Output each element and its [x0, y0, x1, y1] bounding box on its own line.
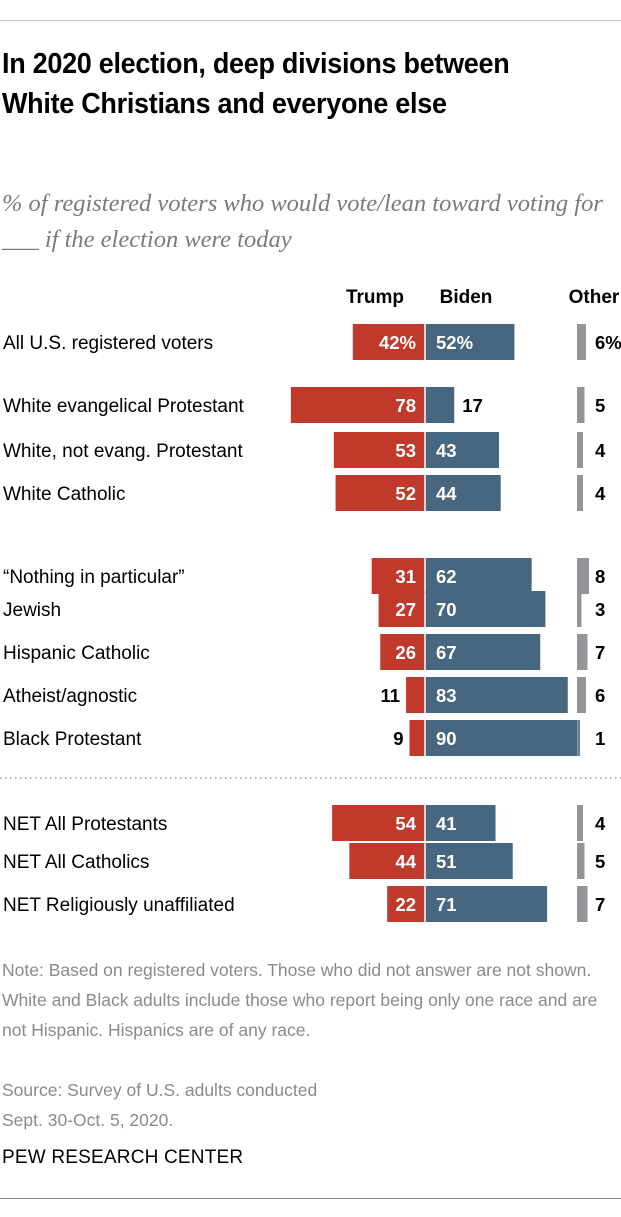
bar-biden: [425, 720, 580, 756]
brand-logotype: PEW RESEARCH CENTER: [2, 1147, 244, 1168]
legend-trump: Trump: [346, 287, 404, 308]
bar-biden: [425, 387, 455, 423]
value-label-other: 3: [595, 599, 605, 620]
row-label: Black Protestant: [3, 729, 142, 750]
row-label: Hispanic Catholic: [3, 643, 150, 664]
bar-trump: [406, 677, 425, 713]
row-label: Atheist/agnostic: [3, 686, 137, 707]
top-rule: [0, 20, 621, 21]
value-label-trump: 31: [395, 566, 416, 587]
value-label-other: 8: [595, 566, 605, 587]
value-label-biden: 44: [436, 483, 457, 504]
bar-biden: [425, 324, 515, 360]
diverging-bar-chart: Trump Biden Other All U.S. registered voter…: [0, 287, 621, 922]
bar-biden: [425, 886, 548, 922]
value-label-biden: 41: [436, 813, 457, 834]
value-label-other: 5: [595, 851, 605, 872]
bar-other: [577, 677, 586, 713]
value-label-biden: 71: [436, 894, 457, 915]
bar-biden: [425, 805, 496, 841]
value-label-biden: 62: [436, 566, 457, 587]
bar-trump: [387, 886, 425, 922]
bar-biden: [425, 634, 541, 670]
value-label-other: 7: [595, 894, 605, 915]
bar-other: [577, 805, 583, 841]
source-line-2: Sept. 30-Oct. 5, 2020.: [2, 1110, 174, 1130]
bar-biden: [425, 558, 532, 594]
bar-trump: [335, 475, 425, 511]
chart-title: In 2020 election, deep divisions between…: [2, 48, 510, 120]
row-label: White Catholic: [3, 484, 126, 505]
bar-other: [577, 720, 579, 756]
value-label-trump: 44: [395, 851, 416, 872]
row-label: White evangelical Protestant: [3, 396, 245, 417]
bar-trump: [352, 324, 425, 360]
value-label-biden: 70: [436, 599, 457, 620]
value-label-trump: 52: [395, 483, 416, 504]
bar-other: [577, 591, 582, 627]
bar-biden: [425, 677, 568, 713]
value-label-biden: 83: [436, 685, 457, 706]
chart-subtitle: % of registered voters who would vote/le…: [2, 190, 603, 253]
row-label: “Nothing in particular”: [3, 567, 185, 588]
value-label-other: 6: [595, 685, 605, 706]
bar-biden: [425, 432, 499, 468]
bottom-rule: [0, 1198, 621, 1199]
value-label-trump: 11: [381, 685, 401, 706]
row-label: NET All Catholics: [3, 852, 149, 873]
bar-other: [577, 634, 588, 670]
value-label-other: 4: [595, 483, 606, 504]
bar-other: [577, 475, 583, 511]
legend-other: Other: [569, 287, 620, 308]
bar-trump: [290, 387, 425, 423]
value-label-biden: 43: [436, 440, 457, 461]
bar-biden: [425, 475, 501, 511]
bar-trump: [371, 558, 425, 594]
bar-other: [577, 558, 589, 594]
bar-trump: [332, 805, 425, 841]
value-label-other: 5: [595, 395, 605, 416]
value-label-biden: 51: [436, 851, 457, 872]
value-label-other: 4: [595, 813, 606, 834]
value-label-trump: 22: [395, 894, 416, 915]
value-label-biden: 52%: [436, 332, 473, 353]
bar-other: [577, 432, 583, 468]
source-line-1: Source: Survey of U.S. adults conducted: [2, 1080, 318, 1100]
value-label-biden: 67: [436, 642, 457, 663]
value-label-other: 7: [595, 642, 605, 663]
row-label: All U.S. registered voters: [3, 333, 213, 354]
bar-other: [577, 886, 588, 922]
row-label: Jewish: [3, 600, 61, 621]
row-label: NET Religiously unaffiliated: [3, 895, 235, 916]
bar-trump: [349, 843, 425, 879]
bar-other: [577, 843, 585, 879]
bar-other: [577, 387, 585, 423]
bar-biden: [425, 591, 546, 627]
bar-biden: [425, 843, 513, 879]
legend-biden: Biden: [440, 287, 493, 308]
value-label-trump: 78: [395, 395, 416, 416]
value-label-biden: 17: [462, 395, 483, 416]
value-label-other: 4: [595, 440, 606, 461]
value-label-trump: 54: [395, 813, 416, 834]
value-label-biden: 90: [436, 728, 457, 749]
bar-other: [577, 324, 586, 360]
chart-note: Note: Based on registered voters. Those …: [2, 960, 598, 1040]
value-label-trump: 9: [393, 728, 403, 749]
row-label: NET All Protestants: [3, 814, 167, 835]
bar-trump: [380, 634, 425, 670]
value-label-trump: 26: [395, 642, 416, 663]
bar-trump: [333, 432, 425, 468]
chart-source: Source: Survey of U.S. adults conducted …: [2, 1075, 617, 1135]
bar-trump: [409, 720, 425, 756]
value-label-trump: 53: [395, 440, 416, 461]
value-label-other: 1: [595, 728, 605, 749]
value-label-trump: 42%: [379, 332, 416, 353]
bar-trump: [378, 591, 425, 627]
value-label-other: 6%: [595, 332, 621, 353]
row-label: White, not evang. Protestant: [3, 441, 243, 462]
value-label-trump: 27: [395, 599, 416, 620]
